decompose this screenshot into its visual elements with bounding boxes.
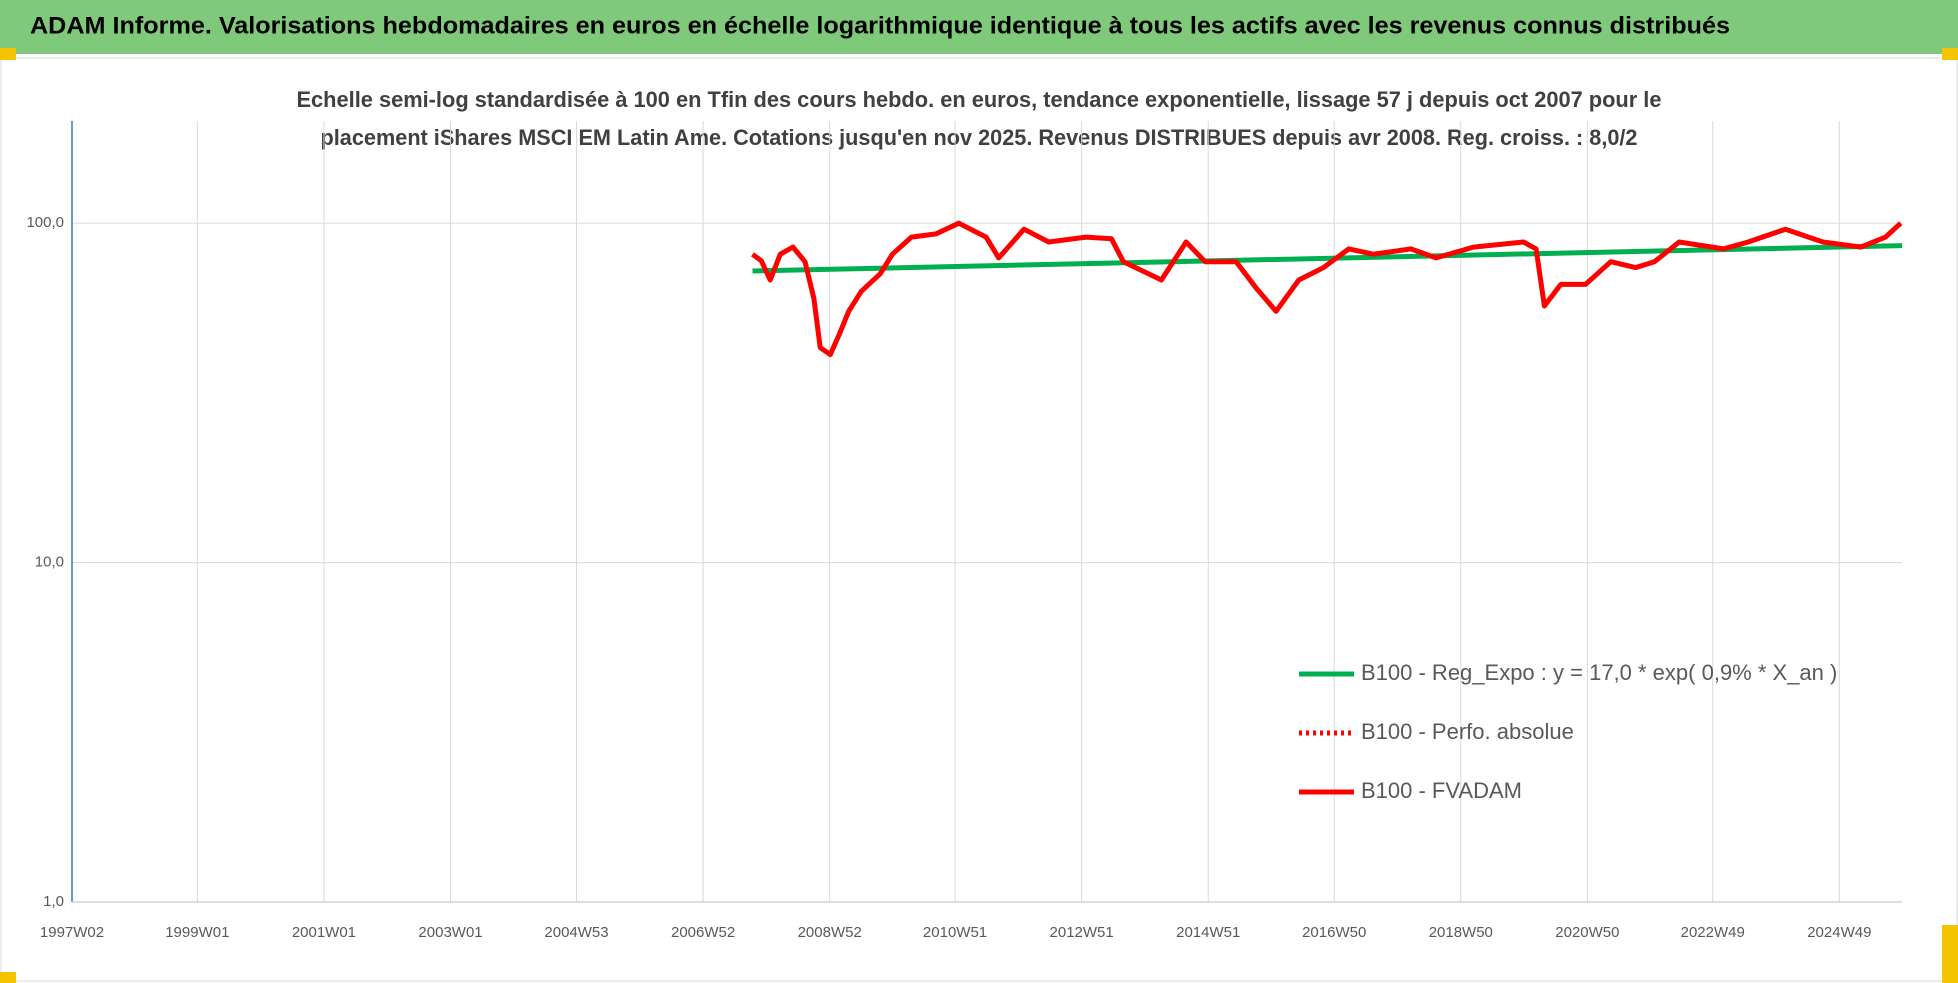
corner [1942, 48, 1958, 60]
series-line [751, 220, 1903, 358]
legend-label: B100 - Perfo. absolue [1361, 719, 1574, 744]
header-band [0, 0, 1958, 54]
x-tick-label: 2016W50 [1302, 924, 1366, 941]
chart-subtitle: placement iShares MSCI EM Latin Ame. Cot… [321, 125, 1638, 150]
chart-subtitle: Echelle semi-log standardisée à 100 en T… [297, 87, 1662, 112]
x-tick-label: 1999W01 [165, 924, 229, 941]
y-tick-label: 1,0 [43, 893, 64, 910]
x-tick-label: 2004W53 [544, 924, 608, 941]
y-tick-label: 10,0 [35, 554, 64, 571]
legend: B100 - Reg_Expo : y = 17,0 * exp( 0,9% *… [1299, 660, 1837, 803]
series-line [752, 243, 1903, 274]
x-tick-label: 2018W50 [1429, 924, 1493, 941]
x-tick-label: 2022W49 [1681, 924, 1745, 941]
x-tick-label: 2003W01 [418, 924, 482, 941]
x-tick-label: 2008W52 [798, 924, 862, 941]
corner [0, 972, 16, 983]
corner [0, 48, 16, 60]
x-tick-label: 2020W50 [1555, 924, 1619, 941]
x-tick-label: 2006W52 [671, 924, 735, 941]
y-tick-label: 100,0 [26, 214, 64, 231]
legend-label: B100 - FVADAM [1361, 778, 1522, 803]
x-tick-label: 2001W01 [292, 924, 356, 941]
legend-label: B100 - Reg_Expo : y = 17,0 * exp( 0,9% *… [1361, 660, 1837, 685]
x-tick-label: 2012W51 [1050, 924, 1114, 941]
x-tick-label: 2024W49 [1807, 924, 1871, 941]
grid: 1,0 10,0 100,0 1997W02 1999W01 2001W01 2003W01… [26, 121, 1902, 941]
plot [751, 220, 1903, 358]
corner [1942, 925, 1958, 983]
x-tick-label: 2014W51 [1176, 924, 1240, 941]
chart-title: ADAM Informe. Valorisations hebdomadaire… [30, 12, 1730, 39]
frame [0, 57, 1958, 982]
x-tick-label: 1997W02 [40, 924, 104, 941]
x-tick-label: 2010W51 [923, 924, 987, 941]
